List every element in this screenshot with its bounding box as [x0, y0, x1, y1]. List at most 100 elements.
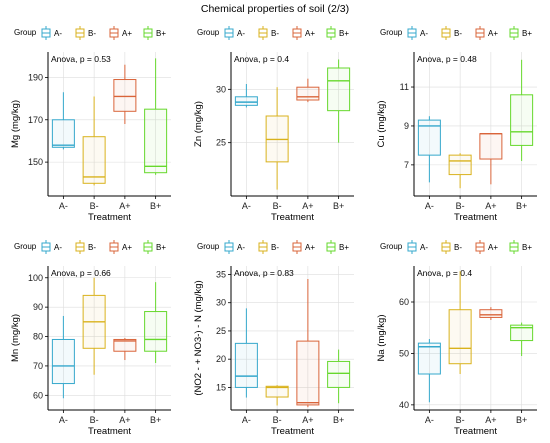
y-axis-title: Na (mg/kg)	[376, 315, 387, 362]
boxplot-aminus	[51, 315, 75, 399]
boxplot-aplus	[479, 133, 503, 185]
legend-label: B-	[88, 29, 96, 38]
y-tick-label: 190	[28, 72, 43, 82]
y-tick-label: 7	[404, 160, 409, 170]
legend-title: Group	[380, 28, 403, 37]
legend-title: Group	[380, 242, 403, 251]
y-tick-label: 30	[216, 298, 226, 308]
legend: Group A- B- A+ B+	[380, 240, 532, 254]
legend-label: B+	[522, 243, 532, 252]
legend-label: B-	[88, 243, 96, 252]
anova-annotation: Anova, p = 0.53	[51, 54, 111, 64]
y-tick-label: 35	[216, 269, 226, 279]
box-iqr	[417, 342, 441, 375]
legend-label: B-	[454, 29, 462, 38]
chart-panel: Group A- B- A+ B+ 25 30 A- B- A+ B+ Treatment Zn (mg…	[183, 14, 366, 229]
legend-key	[292, 26, 302, 40]
box-iqr	[327, 360, 351, 388]
box-iqr	[234, 96, 258, 106]
chart-svg: Group A- B- A+ B+ 15 20 25 30 35 A- B- A+ B+ Treatment…	[193, 240, 354, 437]
boxplot-aminus	[417, 116, 441, 183]
chart-svg: Group A- B- A+ B+ 40 50 60 A- B- A+ B+ Treatment Na (…	[376, 240, 537, 437]
legend-label: A-	[54, 29, 62, 38]
boxplot-aminus	[234, 84, 258, 108]
legend: Group A- B- A+ B+	[380, 26, 532, 40]
y-tick-label: 80	[33, 332, 43, 342]
x-axis-title: Treatment	[271, 212, 314, 223]
y-tick-label: 90	[33, 302, 43, 312]
y-tick-label: 40	[399, 400, 409, 410]
x-tick-label: B-	[90, 201, 99, 211]
legend-label: B-	[271, 243, 279, 252]
legend-key	[75, 240, 85, 254]
legend-key	[224, 240, 234, 254]
legend-key	[41, 26, 51, 40]
box-iqr	[510, 94, 534, 146]
legend-key	[475, 240, 485, 254]
box-iqr	[144, 311, 168, 352]
legend-key	[326, 26, 336, 40]
x-tick-label: B+	[333, 415, 344, 425]
x-tick-label: B+	[150, 415, 161, 425]
x-tick-label: A+	[302, 201, 313, 211]
legend-label: A-	[237, 243, 245, 252]
boxplot-bminus	[82, 277, 106, 375]
boxplot-bminus	[265, 87, 289, 190]
y-tick-label: 11	[400, 82, 409, 92]
legend-key	[258, 26, 268, 40]
boxplot-bminus	[448, 153, 472, 189]
x-axis-title: Treatment	[271, 426, 314, 437]
x-axis-title: Treatment	[454, 212, 497, 223]
box-iqr	[479, 133, 503, 160]
legend: Group A- B- A+ B+	[197, 26, 349, 40]
legend-title: Group	[14, 28, 37, 37]
chart-panel: Group A- B- A+ B+ 150 170 190 A- B- A+ B+ Treatment M…	[0, 14, 183, 229]
chart-svg: Group A- B- A+ B+ 150 170 190 A- B- A+ B+ Treatment M…	[10, 26, 171, 223]
boxplot-aplus	[113, 64, 137, 124]
y-tick-label: 150	[28, 157, 43, 167]
x-tick-label: B+	[516, 415, 527, 425]
boxplot-aplus	[479, 307, 503, 320]
chart-panel: Group A- B- A+ B+ 15 20 25 30 35 A- B- A+ B+ Treatment…	[183, 228, 366, 443]
x-tick-label: A+	[485, 415, 496, 425]
chart-svg: Group A- B- A+ B+ 25 30 A- B- A+ B+ Treatment Zn (mg…	[193, 26, 354, 223]
boxplot-bminus	[265, 385, 289, 406]
legend-key	[292, 240, 302, 254]
anova-annotation: Anova, p = 0.83	[234, 268, 294, 278]
legend-label: B+	[156, 29, 166, 38]
y-axis-title: (NO2 - + NO3-) - N (mg/kg)	[193, 280, 204, 395]
x-tick-label: B+	[516, 201, 527, 211]
boxplot-bplus	[144, 58, 168, 175]
y-axis-title: Zn (mg/kg)	[193, 101, 204, 147]
legend-label: A+	[305, 243, 315, 252]
legend-label: A-	[54, 243, 62, 252]
x-axis-title: Treatment	[454, 426, 497, 437]
x-tick-label: A-	[59, 201, 68, 211]
boxplot-bplus	[510, 322, 534, 356]
y-tick-label: 60	[33, 390, 43, 400]
boxplot-bplus	[144, 282, 168, 363]
boxplot-aplus	[113, 338, 137, 361]
legend-label: A+	[488, 243, 498, 252]
box-iqr	[82, 136, 106, 184]
legend-label: A-	[420, 243, 428, 252]
x-axis-title: Treatment	[88, 212, 131, 223]
y-tick-label: 100	[28, 273, 43, 283]
boxplot-aminus	[417, 339, 441, 403]
x-tick-label: A-	[242, 415, 251, 425]
legend-key	[109, 240, 119, 254]
box-iqr	[51, 119, 75, 148]
legend-key	[475, 26, 485, 40]
chart-panel: Group A- B- A+ B+ 7 9 11 A- B- A+ B+ Treatment Cu (mg…	[366, 14, 549, 229]
y-tick-label: 30	[216, 84, 226, 94]
y-tick-label: 70	[33, 361, 43, 371]
legend-title: Group	[197, 28, 220, 37]
legend-key	[509, 240, 519, 254]
x-tick-label: A+	[302, 415, 313, 425]
legend-key	[143, 240, 153, 254]
x-tick-label: A+	[119, 201, 130, 211]
y-tick-label: 25	[216, 326, 226, 336]
legend-label: B+	[339, 29, 349, 38]
x-tick-label: A-	[59, 415, 68, 425]
x-tick-label: B-	[90, 415, 99, 425]
